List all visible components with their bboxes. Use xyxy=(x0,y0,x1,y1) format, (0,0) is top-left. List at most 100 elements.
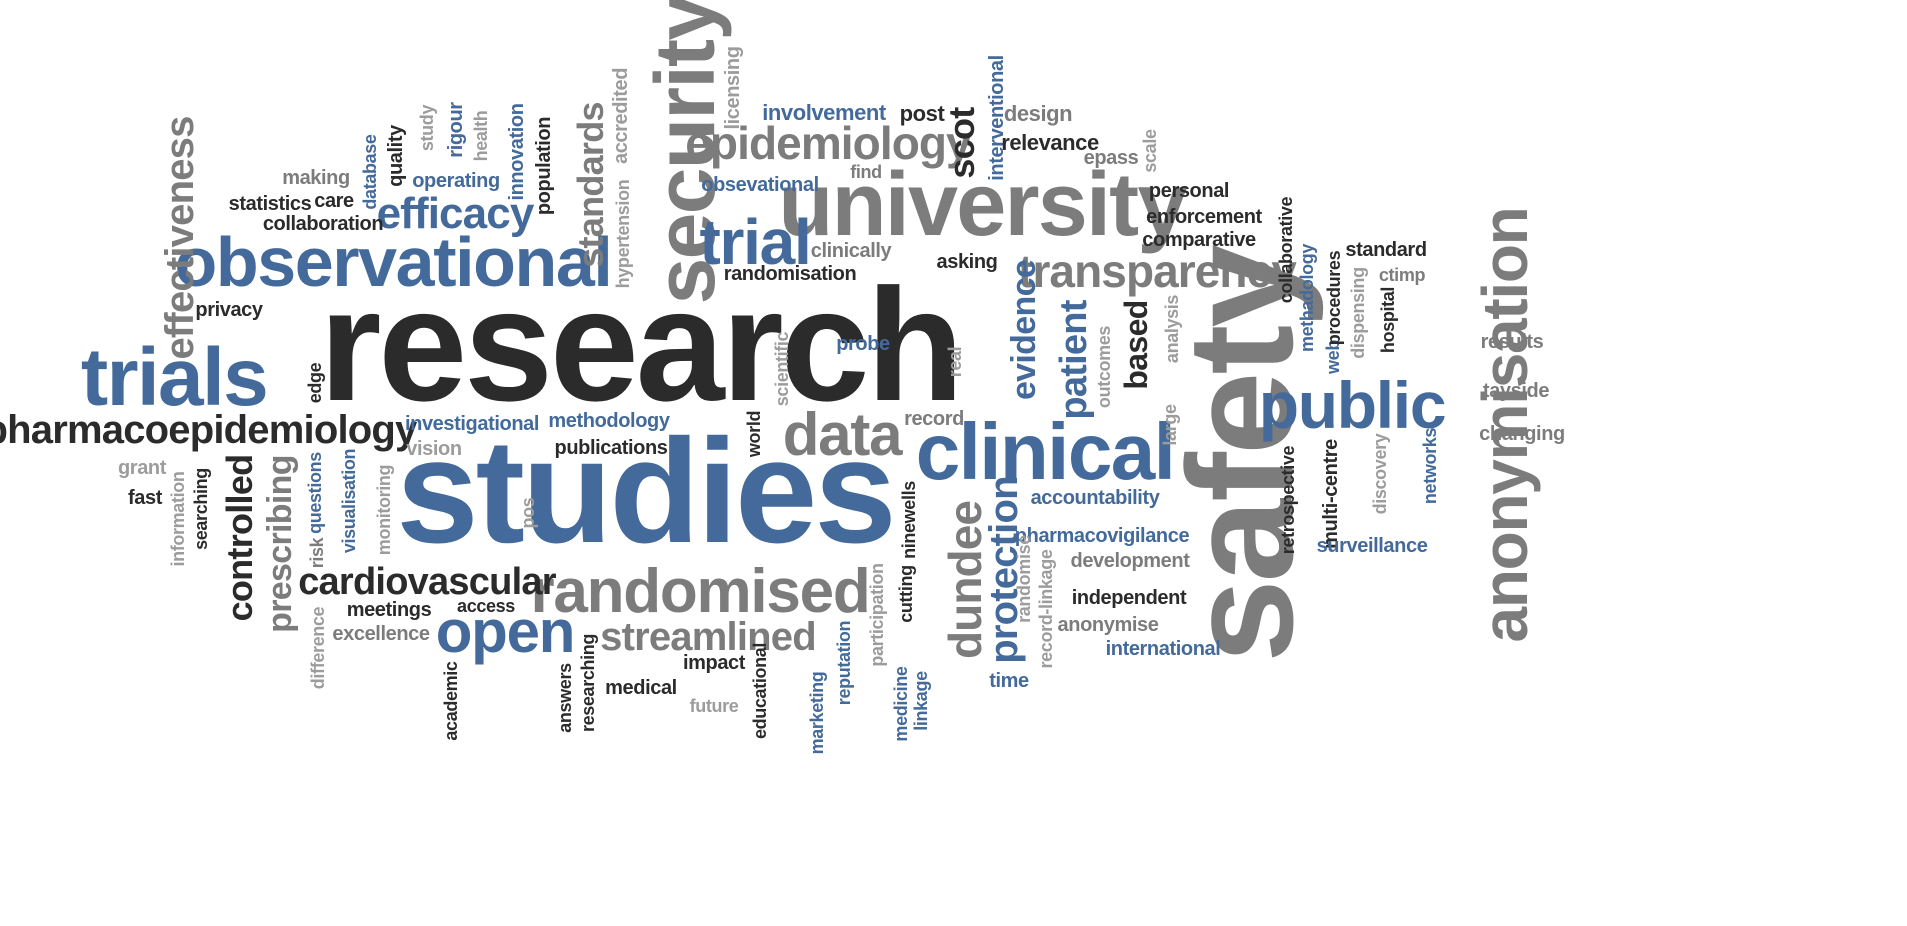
word-discovery: discovery xyxy=(1370,433,1390,515)
word-data: data xyxy=(782,401,903,468)
word-scale: scale xyxy=(1140,129,1160,173)
word-enforcement: enforcement xyxy=(1146,206,1262,228)
word-public: public xyxy=(1258,368,1447,442)
word-health: health xyxy=(471,110,491,162)
word-analysis: analysis xyxy=(1162,294,1182,364)
word-retrospective: retrospective xyxy=(1278,445,1298,555)
word-efficacy: efficacy xyxy=(376,189,535,238)
word-randomise: randomise xyxy=(1014,535,1034,623)
word-record: record xyxy=(904,408,964,430)
word-observational: observational xyxy=(174,223,613,301)
word-clinically: clinically xyxy=(810,240,892,262)
word-accountability: accountability xyxy=(1030,487,1160,509)
word-educational: educational xyxy=(750,642,770,740)
word-reputation: reputation xyxy=(834,620,854,706)
word-accredited: accredited xyxy=(610,67,632,165)
word-scientific: scientific xyxy=(772,331,792,407)
word-controlled: controlled xyxy=(219,454,260,622)
word-probe: probe xyxy=(836,333,890,355)
word-answers: answers xyxy=(555,663,575,733)
word-collaborative: collaborative xyxy=(1276,196,1296,304)
word-researching: researching xyxy=(578,633,598,733)
word-meetings: meetings xyxy=(346,599,432,621)
word-population: population xyxy=(533,116,555,216)
word-trials: trials xyxy=(80,332,269,423)
word-medical: medical xyxy=(605,677,677,699)
word-effectiveness: effectiveness xyxy=(158,116,202,360)
word-record-linkage: record-linkage xyxy=(1036,549,1056,669)
word-questions: questions xyxy=(305,452,325,534)
word-making: making xyxy=(282,167,350,189)
word-scot: scot xyxy=(941,107,982,179)
word-cardiovascular: cardiovascular xyxy=(298,561,556,603)
word-trial: trial xyxy=(699,206,812,278)
word-pos: pos xyxy=(518,497,538,529)
word-academic: academic xyxy=(441,661,461,741)
word-edge: edge xyxy=(305,362,325,404)
word-personal: personal xyxy=(1148,180,1230,202)
word-hypertension: hypertension xyxy=(613,179,633,289)
word-involvement: involvement xyxy=(762,100,886,125)
word-impact: impact xyxy=(682,652,746,674)
word-grant: grant xyxy=(117,457,167,479)
word-surveillance: surveillance xyxy=(1316,535,1428,557)
word-studies: studies xyxy=(396,409,896,574)
word-transparency: transparency xyxy=(1018,245,1297,297)
word-difference: difference xyxy=(308,606,328,690)
word-comparative: comparative xyxy=(1142,229,1256,251)
word-database: database xyxy=(360,134,380,210)
word-large: large xyxy=(1160,404,1180,446)
word-quality: quality xyxy=(385,125,407,187)
word-results: results xyxy=(1480,331,1544,353)
word-innovation: innovation xyxy=(506,103,528,201)
word-streamlined: streamlined xyxy=(600,615,817,659)
word-dispensing: dispensing xyxy=(1348,267,1368,359)
word-design: design xyxy=(1003,101,1073,126)
word-tayside: tayside xyxy=(1482,380,1550,402)
word-real: real xyxy=(945,346,965,378)
word-standards: standards xyxy=(570,102,611,268)
word-randomisation: randomisation xyxy=(723,263,857,285)
word-collaboration: collaboration xyxy=(262,213,384,235)
word-medicine: medicine xyxy=(891,666,911,742)
word-anonymise: anonymise xyxy=(1057,614,1159,636)
word-access: access xyxy=(457,596,515,616)
word-independent: independent xyxy=(1071,587,1187,609)
word-visualisation: visualisation xyxy=(339,448,359,554)
word-interventional: interventional xyxy=(986,55,1008,181)
word-licensing: licensing xyxy=(722,46,744,130)
word-world: world xyxy=(744,410,764,458)
word-outcomes: outcomes xyxy=(1094,325,1114,409)
word-searching: searching xyxy=(191,468,211,550)
word-investigational: investigational xyxy=(404,413,540,435)
word-vision: vision xyxy=(406,438,462,460)
word-publications: publications xyxy=(554,437,668,459)
word-evidence: evidence xyxy=(1005,259,1043,401)
word-marketing: marketing xyxy=(807,671,827,755)
word-ctimp: ctimp xyxy=(1378,265,1426,285)
word-methadology: methadology xyxy=(1297,243,1317,353)
word-epidemiology: epidemiology xyxy=(685,117,971,169)
word-randomised: randomised xyxy=(530,557,870,626)
word-multi-centre: multi-centre xyxy=(1320,439,1342,549)
word-pharmacovigilance: pharmacovigilance xyxy=(1014,525,1190,547)
word-rigour: rigour xyxy=(445,102,467,158)
word-pharmacoepidemiology: pharmacoepidemiology xyxy=(0,408,417,452)
word-risk: risk xyxy=(307,537,327,569)
word-find: find xyxy=(850,162,882,182)
word-changing: changing xyxy=(1479,423,1565,445)
word-hospital: hospital xyxy=(1378,286,1398,354)
word-standard: standard xyxy=(1345,239,1427,261)
word-open: open xyxy=(435,598,576,665)
word-international: international xyxy=(1105,638,1221,660)
word-networks: networks xyxy=(1420,427,1440,505)
word-patient: patient xyxy=(1053,300,1095,420)
word-information: information xyxy=(168,471,188,567)
word-asking: asking xyxy=(936,251,998,273)
word-operating: operating xyxy=(412,170,500,192)
word-research: research xyxy=(319,255,964,434)
word-statistics: statistics xyxy=(228,193,312,215)
word-development: development xyxy=(1070,550,1190,572)
word-linkage: linkage xyxy=(911,671,931,731)
